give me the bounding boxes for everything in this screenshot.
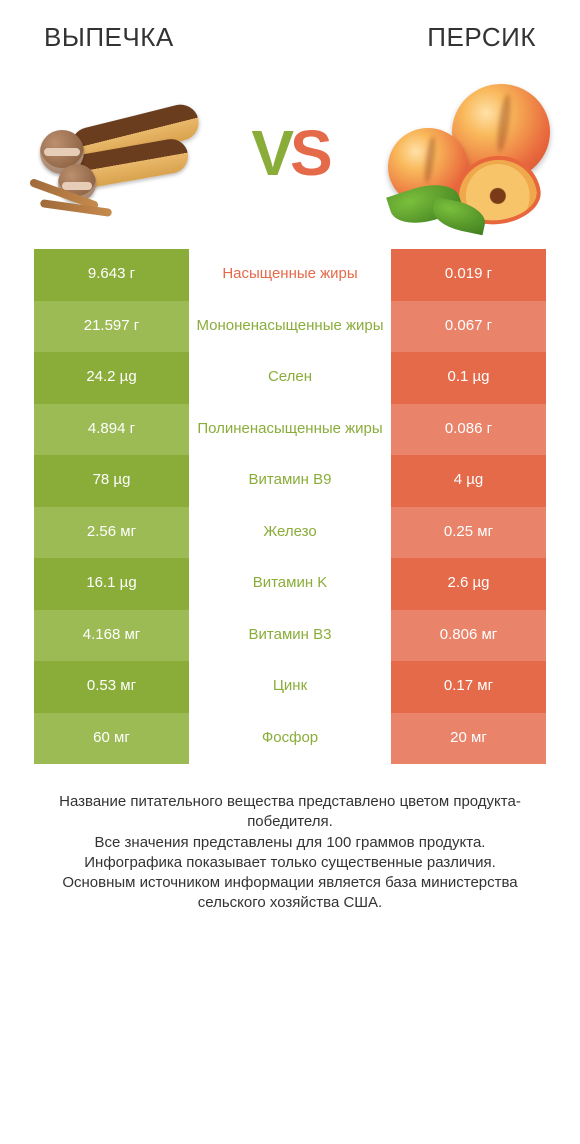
title-right: ПЕРСИК xyxy=(427,22,536,53)
cell-left-value: 2.56 мг xyxy=(34,507,189,559)
cell-nutrient-label: Полиненасыщенные жиры xyxy=(189,404,391,456)
cell-left-value: 60 мг xyxy=(34,713,189,765)
table-row: 21.597 гМононенасыщенные жиры0.067 г xyxy=(34,301,546,353)
pastry-illustration xyxy=(34,78,204,228)
table-row: 4.168 мгВитамин B30.806 мг xyxy=(34,610,546,662)
cell-right-value: 0.067 г xyxy=(391,301,546,353)
cell-left-value: 16.1 µg xyxy=(34,558,189,610)
cell-nutrient-label: Фосфор xyxy=(189,713,391,765)
cell-nutrient-label: Витамин K xyxy=(189,558,391,610)
footer-line: Инфографика показывает только существенн… xyxy=(44,853,536,873)
table-row: 9.643 гНасыщенные жиры0.019 г xyxy=(34,249,546,301)
titles-row: ВЫПЕЧКА ПЕРСИК xyxy=(34,22,546,53)
cell-nutrient-label: Витамин B3 xyxy=(189,610,391,662)
table-row: 60 мгФосфор20 мг xyxy=(34,713,546,765)
cell-nutrient-label: Витамин B9 xyxy=(189,455,391,507)
vs-s: S xyxy=(290,117,329,189)
cell-left-value: 21.597 г xyxy=(34,301,189,353)
cell-left-value: 4.894 г xyxy=(34,404,189,456)
footer-notes: Название питательного вещества представл… xyxy=(44,792,536,914)
cell-right-value: 0.019 г xyxy=(391,249,546,301)
cell-right-value: 0.1 µg xyxy=(391,352,546,404)
table-row: 16.1 µgВитамин K2.6 µg xyxy=(34,558,546,610)
vs-v: V xyxy=(251,117,290,189)
cell-right-value: 0.17 мг xyxy=(391,661,546,713)
footer-line: Все значения представлены для 100 граммо… xyxy=(44,833,536,853)
footer-line: Основным источником информации является … xyxy=(44,873,536,914)
cell-right-value: 0.086 г xyxy=(391,404,546,456)
cell-left-value: 24.2 µg xyxy=(34,352,189,404)
comparison-table: 9.643 гНасыщенные жиры0.019 г21.597 гМон… xyxy=(34,249,546,764)
cell-left-value: 9.643 г xyxy=(34,249,189,301)
cell-nutrient-label: Цинк xyxy=(189,661,391,713)
table-row: 0.53 мгЦинк0.17 мг xyxy=(34,661,546,713)
cell-left-value: 78 µg xyxy=(34,455,189,507)
table-row: 24.2 µgСелен0.1 µg xyxy=(34,352,546,404)
vs-label: VS xyxy=(251,116,328,190)
cell-nutrient-label: Насыщенные жиры xyxy=(189,249,391,301)
table-row: 4.894 гПолиненасыщенные жиры0.086 г xyxy=(34,404,546,456)
cell-right-value: 0.25 мг xyxy=(391,507,546,559)
title-left: ВЫПЕЧКА xyxy=(44,22,174,53)
cell-nutrient-label: Железо xyxy=(189,507,391,559)
table-row: 78 µgВитамин B94 µg xyxy=(34,455,546,507)
cell-right-value: 0.806 мг xyxy=(391,610,546,662)
peach-illustration xyxy=(376,78,546,228)
cell-right-value: 20 мг xyxy=(391,713,546,765)
hero-row: VS xyxy=(34,63,546,243)
cell-right-value: 4 µg xyxy=(391,455,546,507)
cell-right-value: 2.6 µg xyxy=(391,558,546,610)
cell-nutrient-label: Селен xyxy=(189,352,391,404)
cell-left-value: 0.53 мг xyxy=(34,661,189,713)
footer-line: Название питательного вещества представл… xyxy=(44,792,536,833)
table-row: 2.56 мгЖелезо0.25 мг xyxy=(34,507,546,559)
cell-nutrient-label: Мононенасыщенные жиры xyxy=(189,301,391,353)
cell-left-value: 4.168 мг xyxy=(34,610,189,662)
infographic-root: ВЫПЕЧКА ПЕРСИК VS 9. xyxy=(0,0,580,914)
